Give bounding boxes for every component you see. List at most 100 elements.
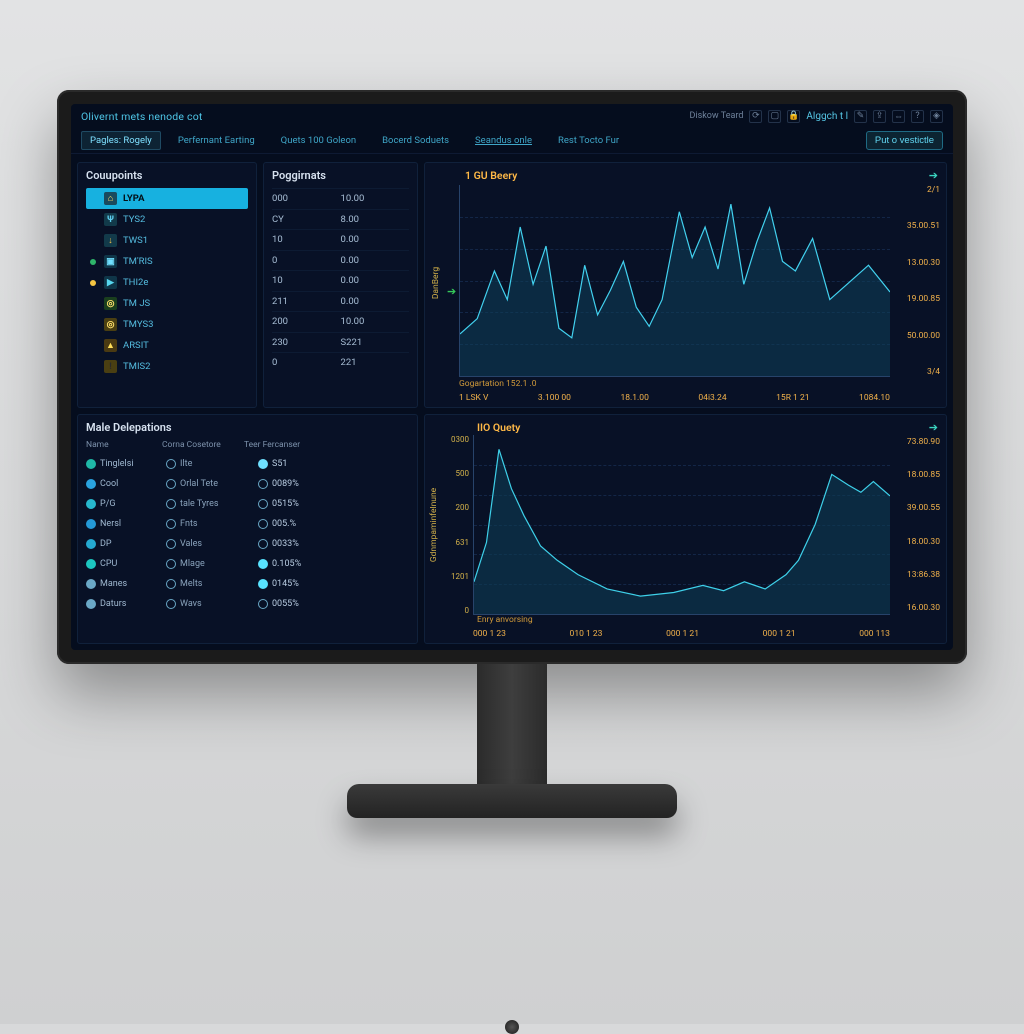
tab-0[interactable]: Pagles: Rogely (81, 131, 161, 150)
component-label: TMYS3 (123, 319, 153, 330)
ops-col-3: Teer Fercanser (244, 440, 409, 450)
paginats-row-1[interactable]: CY8.00 (272, 209, 409, 230)
export-icon[interactable]: ⇪ (873, 110, 886, 123)
app-screen: Olivernt mets nenode cot Diskow Teard ⟳ … (71, 104, 953, 650)
ops-ring-icon (166, 539, 176, 549)
chart-1-green-arrow-icon: ➔ (447, 285, 456, 298)
ops-ring-icon (166, 519, 176, 529)
tab-5[interactable]: Rest Tocto Fur (549, 131, 628, 150)
paginats-row-3[interactable]: 00.00 (272, 250, 409, 271)
paginats-title: Poggirnats (272, 169, 409, 182)
component-row-5[interactable]: ◎ TM JS (86, 293, 248, 314)
component-label: TM'RIS (123, 256, 153, 267)
component-icon: ▣ (104, 255, 117, 268)
refresh-icon[interactable]: ⟳ (749, 110, 762, 123)
chart-2-title: IIO Quety (477, 421, 520, 434)
chart-1-y-right-labels: 2/135.00.5113.00.3019.00.8550.00.003/4 (907, 185, 940, 377)
component-icon: ↓ (104, 234, 117, 247)
edit-icon[interactable]: ✎ (854, 110, 867, 123)
ops-col-2: Corna Cosetore (162, 440, 240, 450)
chart-2-arrow-icon[interactable]: ➔ (929, 421, 938, 434)
component-row-6[interactable]: ◎ TMYS3 (86, 314, 248, 335)
ops-ring-icon (166, 499, 176, 509)
ops-pill-icon (258, 519, 268, 529)
lock-icon[interactable]: 🔒 (787, 110, 800, 123)
chart-1-x-caption: Gogartation 152.1 .0 (459, 379, 537, 389)
paginats-row-7[interactable]: 230S221 (272, 332, 409, 353)
paginats-row-4[interactable]: 100.00 (272, 270, 409, 291)
tab-1[interactable]: Perfernant Earting (169, 131, 264, 150)
chart-1-body[interactable] (459, 185, 890, 377)
paginats-panel: Poggirnats 00010.00CY8.00100.0000.00100.… (263, 162, 418, 408)
component-icon: ◎ (104, 297, 117, 310)
ops-ring-icon (166, 459, 176, 469)
paginats-row-6[interactable]: 20010.00 (272, 311, 409, 332)
component-icon: ◎ (104, 318, 117, 331)
primary-action-button[interactable]: Put o vestictle (866, 131, 943, 150)
app-title: Olivernt mets nenode cot (81, 110, 203, 123)
paginats-row-2[interactable]: 100.00 (272, 229, 409, 250)
component-row-4[interactable]: ▶THI2e (86, 272, 248, 293)
operations-title: Male Delepations (86, 421, 409, 434)
algorithm-label[interactable]: Alggch t l (806, 111, 848, 122)
component-label: ARSIT (123, 340, 149, 351)
ops-pill-icon (258, 599, 268, 609)
paginats-row-0[interactable]: 00010.00 (272, 188, 409, 209)
paginats-row-5[interactable]: 2110.00 (272, 291, 409, 312)
component-row-3[interactable]: ▣ TM'RIS (86, 251, 248, 272)
tab-4[interactable]: Seandus onle (466, 131, 541, 150)
ops-row-6[interactable]: ManesMelts0145% (86, 574, 409, 594)
component-icon: ! (104, 360, 117, 373)
component-row-1[interactable]: ΨTYS2 (86, 209, 248, 230)
ops-ring-icon (166, 479, 176, 489)
chart-2-panel: IIO Quety ➔ Gdnmpaminfelnune 03005002006… (424, 414, 947, 644)
component-icon: ⌂ (104, 192, 117, 205)
chart-1-x-labels: 1 LSK V3.100 0018.1.0004i3.2415R 1 21108… (459, 393, 890, 403)
ops-row-4[interactable]: DPVales0033% (86, 534, 409, 554)
link-icon[interactable]: ⇔ (892, 110, 905, 123)
ops-pill-icon (258, 479, 268, 489)
component-row-8[interactable]: !TMIS2 (86, 356, 248, 377)
component-label: TM JS (123, 298, 150, 309)
chart-2-x-labels: 000 1 23010 1 23000 1 21000 1 21000 113 (473, 629, 890, 639)
components-panel: Couupoints ⌂LYPAΨTYS2↓TWS1▣TM'RIS▶THI2e◎… (77, 162, 257, 408)
title-bar: Olivernt mets nenode cot Diskow Teard ⟳ … (71, 104, 953, 128)
component-label: TYS2 (123, 214, 145, 225)
tab-3[interactable]: Bocerd Soduets (373, 131, 458, 150)
signal-icon[interactable]: ◈ (930, 110, 943, 123)
tab-2[interactable]: Quets 100 Goleon (272, 131, 365, 150)
ops-col-1: Name (86, 440, 158, 450)
ops-dot-icon (86, 519, 96, 529)
component-row-2[interactable]: ↓ TWS1 (86, 230, 248, 251)
titlebar-right: Diskow Teard ⟳ ▢ 🔒 Alggch t l ✎ ⇪ ⇔ ? ◈ (690, 110, 944, 123)
ops-row-2[interactable]: P/Gtale Tyres0515% (86, 494, 409, 514)
components-title: Couupoints (86, 169, 248, 182)
ops-pill-icon (258, 559, 268, 569)
monitor-logo (505, 1020, 519, 1034)
ops-row-0[interactable]: TinglelsiIlteS51 (86, 454, 409, 474)
ops-row-3[interactable]: NerslFnts005.% (86, 514, 409, 534)
chart-1-panel: 1 GU Beery ➔ DanBerg ➔ 2/135.00.5113.00.… (424, 162, 947, 408)
ops-dot-icon (86, 579, 96, 589)
ops-dot-icon (86, 499, 96, 509)
ops-ring-icon (166, 579, 176, 589)
chart-1-y-label: DanBerg (431, 267, 441, 299)
ops-dot-icon (86, 599, 96, 609)
paginats-row-8[interactable]: 0221 (272, 352, 409, 373)
chart-2-y-label: Gdnmpaminfelnune (429, 488, 439, 562)
chart-1-arrow-icon[interactable]: ➔ (929, 169, 938, 182)
ops-ring-icon (166, 559, 176, 569)
ops-row-7[interactable]: DatursWavs0055% (86, 594, 409, 614)
help-icon[interactable]: ? (911, 110, 924, 123)
ops-row-1[interactable]: CoolOrlal Tete0089% (86, 474, 409, 494)
ops-dot-icon (86, 559, 96, 569)
ops-pill-icon (258, 499, 268, 509)
chart-2-body[interactable] (473, 435, 890, 615)
component-row-7[interactable]: ▲ARSIT (86, 335, 248, 356)
component-row-0[interactable]: ⌂LYPA (86, 188, 248, 209)
box-icon[interactable]: ▢ (768, 110, 781, 123)
ops-pill-icon (258, 579, 268, 589)
ops-row-5[interactable]: CPUMlage0.105% (86, 554, 409, 574)
component-label: TWS1 (123, 235, 148, 246)
status-bullet (90, 280, 96, 286)
